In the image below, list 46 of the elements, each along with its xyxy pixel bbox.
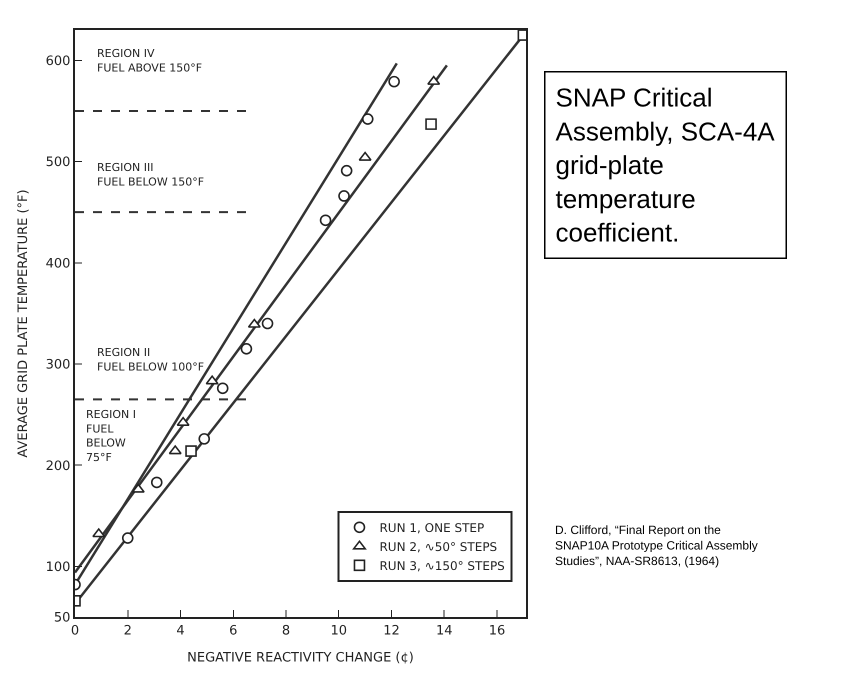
- x-tick-label: 14: [436, 624, 453, 639]
- annotation: REGION II FUEL BELOW 100°F: [97, 346, 204, 374]
- text: D. Clifford, “Final Report on the SNAP10A Prototype Critical Assembly Studies”, NAA-SR8613, (1964): [555, 523, 758, 568]
- point: [92, 528, 106, 538]
- legend-label: RUN 1, ONE STEP: [379, 520, 484, 535]
- point: [216, 382, 228, 394]
- x-tick-label: 8: [282, 624, 290, 639]
- x-tick-label: 4: [176, 624, 185, 639]
- y-tick-label: 50: [54, 610, 70, 626]
- x-tick-label: 0: [70, 624, 80, 639]
- point: [427, 76, 440, 85]
- point: [240, 343, 252, 355]
- y-tick-label: 200: [46, 458, 70, 474]
- point: [176, 416, 190, 426]
- point: [358, 152, 372, 161]
- point: [338, 190, 350, 202]
- y-tick-label: 500: [46, 155, 70, 170]
- point: [206, 375, 219, 384]
- x-tick-label: 16: [488, 624, 506, 639]
- point: [362, 113, 374, 125]
- x-tick-label: 6: [229, 624, 238, 639]
- point: [168, 445, 182, 454]
- point: [262, 318, 274, 330]
- x-tick-label: 2: [124, 624, 132, 639]
- text: SNAP Critical Assembly, SCA-4A grid-plate temperature coefficient.: [556, 82, 776, 248]
- x-axis-title: NEGATIVE REACTIVITY CHANGE (¢): [187, 650, 414, 666]
- x-tick-label: 10: [330, 624, 348, 639]
- point: [388, 76, 400, 88]
- y-axis-title: AVERAGE GRID PLATE TEMPERATURE (°F): [16, 189, 32, 458]
- y-tick-label: 600: [46, 54, 70, 69]
- legend-label: RUN 2, ∿50° STEPS: [379, 540, 498, 554]
- point: [340, 164, 352, 176]
- point: [248, 318, 261, 328]
- y-tick-label: 100: [46, 560, 70, 575]
- point: [320, 214, 332, 226]
- point: [198, 433, 210, 445]
- annotation: REGION IV FUEL ABOVE 150°F: [97, 47, 202, 74]
- y-tick-label: 300: [46, 358, 70, 373]
- x-tick-label: 12: [383, 624, 400, 639]
- annotation: REGION I FUEL BELOW 75°F: [86, 408, 136, 464]
- annotation: REGION III FUEL BELOW 150°F: [97, 161, 204, 188]
- y-tick-label: 400: [46, 256, 70, 272]
- legend-label: RUN 3, ∿150° STEPS: [379, 558, 505, 573]
- point: [150, 476, 163, 488]
- point: [122, 532, 134, 544]
- point: [132, 484, 145, 493]
